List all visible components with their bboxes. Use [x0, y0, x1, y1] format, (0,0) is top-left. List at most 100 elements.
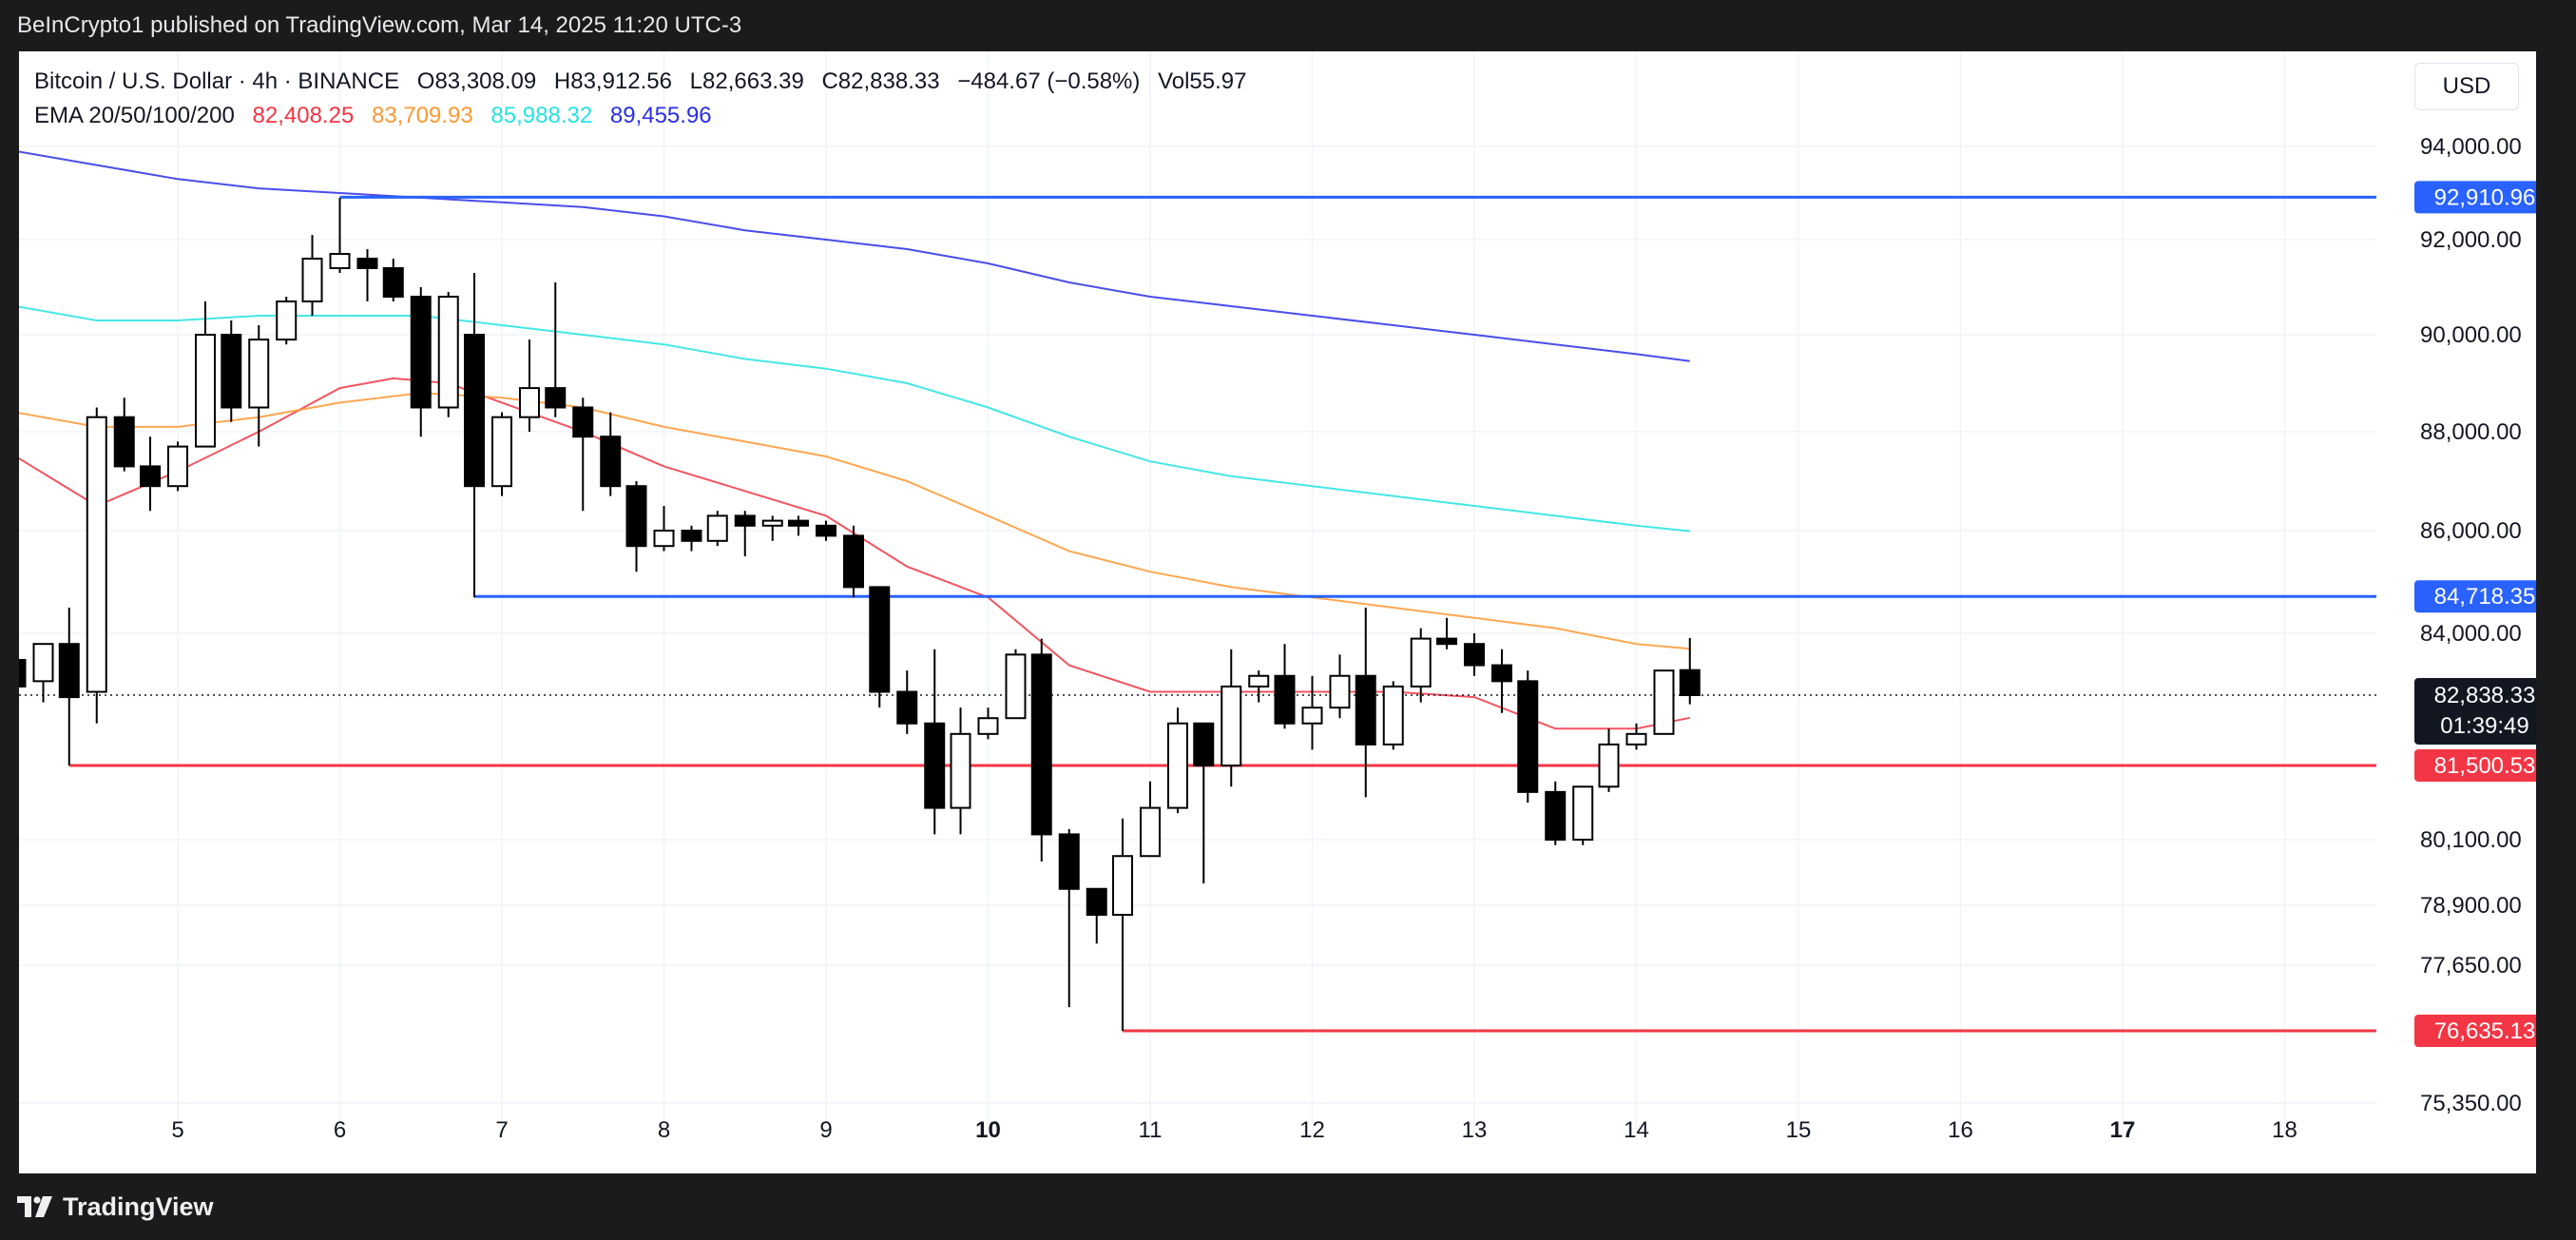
resistance-price-tag[interactable]: [2414, 181, 2536, 214]
currency-button[interactable]: USD: [2414, 63, 2519, 110]
candle[interactable]: [600, 436, 622, 488]
candle[interactable]: [1436, 637, 1458, 646]
candle[interactable]: [32, 643, 54, 683]
candle[interactable]: [194, 334, 216, 448]
current-price-tag[interactable]: [2414, 677, 2536, 745]
candle[interactable]: [706, 514, 728, 542]
candle[interactable]: [1058, 833, 1080, 890]
symbol-label[interactable]: Bitcoin / U.S. Dollar · 4h · BINANCE: [34, 68, 400, 94]
x-tick-label-15: 15: [1786, 1117, 1812, 1143]
candle[interactable]: [1274, 674, 1296, 725]
candle[interactable]: [1598, 743, 1620, 788]
candle[interactable]: [816, 524, 836, 537]
candle[interactable]: [1517, 680, 1539, 793]
ema100-value: 85,988.32: [490, 103, 593, 128]
candle[interactable]: [1464, 643, 1485, 667]
candle[interactable]: [1653, 669, 1675, 735]
x-tick-label-18: 18: [2272, 1117, 2297, 1143]
price-chart[interactable]: 94,000.00 92,000.00 90,000.00 88,000.00 86,0…: [19, 51, 2536, 1173]
candle[interactable]: [653, 530, 675, 548]
candle[interactable]: [410, 296, 432, 409]
candle[interactable]: [1112, 855, 1134, 917]
candle[interactable]: [572, 406, 594, 438]
candle[interactable]: [1410, 637, 1432, 688]
candle[interactable]: [1086, 887, 1107, 917]
candle[interactable]: [1030, 653, 1052, 836]
support-price-tag[interactable]: [2414, 748, 2536, 782]
candle[interactable]: [464, 334, 486, 488]
candle[interactable]: [19, 658, 27, 688]
candle[interactable]: [681, 530, 702, 542]
ema-label[interactable]: EMA 20/50/100/200: [34, 103, 235, 128]
candle[interactable]: [356, 258, 378, 269]
x-tick-label-12: 12: [1299, 1117, 1325, 1143]
ema-line-50: [19, 392, 1690, 650]
candle[interactable]: [924, 722, 946, 809]
tradingview-brand: TradingView: [63, 1192, 214, 1221]
footer-bar: TradingView: [0, 1173, 2576, 1240]
candle[interactable]: [896, 690, 918, 725]
candle[interactable]: [248, 339, 270, 409]
candle[interactable]: [1545, 790, 1567, 841]
candle[interactable]: [1490, 664, 1512, 683]
volume-value: Vol55.97: [1158, 68, 1247, 94]
candle[interactable]: [1301, 707, 1323, 725]
candle[interactable]: [329, 253, 351, 269]
y-tick-label: 75,350.00: [2420, 1091, 2522, 1116]
candle[interactable]: [301, 258, 323, 302]
candle[interactable]: [167, 445, 188, 488]
publish-text: BeInCrypto1 published on TradingView.com…: [17, 12, 742, 38]
x-tick-label-6: 6: [334, 1117, 346, 1143]
resistance-price-label: 92,910.96: [2434, 184, 2536, 210]
candle[interactable]: [437, 296, 459, 409]
candle[interactable]: [1193, 722, 1215, 767]
candle[interactable]: [761, 519, 783, 527]
candle[interactable]: [977, 717, 999, 735]
ema50-value: 83,709.93: [371, 103, 473, 128]
candle[interactable]: [140, 465, 162, 488]
high-value: H83,912.56: [553, 68, 672, 94]
y-tick-label: 80,100.00: [2420, 827, 2522, 853]
candle[interactable]: [1140, 806, 1161, 858]
candle[interactable]: [113, 416, 135, 468]
x-tick-label-10: 10: [975, 1117, 1001, 1143]
candle[interactable]: [842, 534, 864, 589]
candle[interactable]: [221, 334, 242, 409]
candle[interactable]: [1221, 685, 1242, 767]
candle[interactable]: [58, 643, 80, 699]
candle[interactable]: [518, 387, 540, 418]
tradingview-logo[interactable]: TradingView: [17, 1192, 214, 1221]
x-tick-label-8: 8: [658, 1117, 670, 1143]
candle[interactable]: [788, 519, 810, 527]
x-tick-label-14: 14: [1624, 1117, 1649, 1143]
candle[interactable]: [1329, 674, 1351, 709]
candle[interactable]: [382, 267, 404, 298]
candle[interactable]: [276, 300, 298, 341]
x-tick-label-17: 17: [2110, 1117, 2136, 1143]
candle[interactable]: [1166, 722, 1188, 809]
candle[interactable]: [545, 387, 567, 409]
candle[interactable]: [625, 485, 647, 548]
candle[interactable]: [1005, 653, 1027, 720]
candle[interactable]: [1625, 732, 1647, 746]
candle[interactable]: [1355, 674, 1376, 746]
candle[interactable]: [734, 514, 756, 527]
candle[interactable]: [950, 732, 971, 809]
current-price-label: 82,838.33: [2434, 683, 2536, 708]
chart-panel[interactable]: 94,000.00 92,000.00 90,000.00 88,000.00 86,0…: [19, 51, 2536, 1173]
open-value: O83,308.09: [416, 68, 537, 94]
candle[interactable]: [869, 586, 891, 693]
support-price-label: 81,500.53: [2434, 753, 2536, 779]
change-value: −484.67 (−0.58%): [957, 68, 1141, 94]
candle[interactable]: [1248, 674, 1270, 688]
support-price-tag[interactable]: [2414, 1014, 2536, 1047]
ema-line-100: [19, 305, 1690, 533]
candle[interactable]: [1382, 685, 1404, 746]
candle[interactable]: [491, 416, 512, 488]
candle[interactable]: [1572, 785, 1594, 841]
candle[interactable]: [86, 416, 107, 693]
tradingview-logo-icon: [17, 1196, 52, 1217]
candle[interactable]: [1679, 668, 1701, 696]
ema-line-200: [19, 150, 1690, 362]
resistance-price-tag[interactable]: [2414, 580, 2536, 613]
